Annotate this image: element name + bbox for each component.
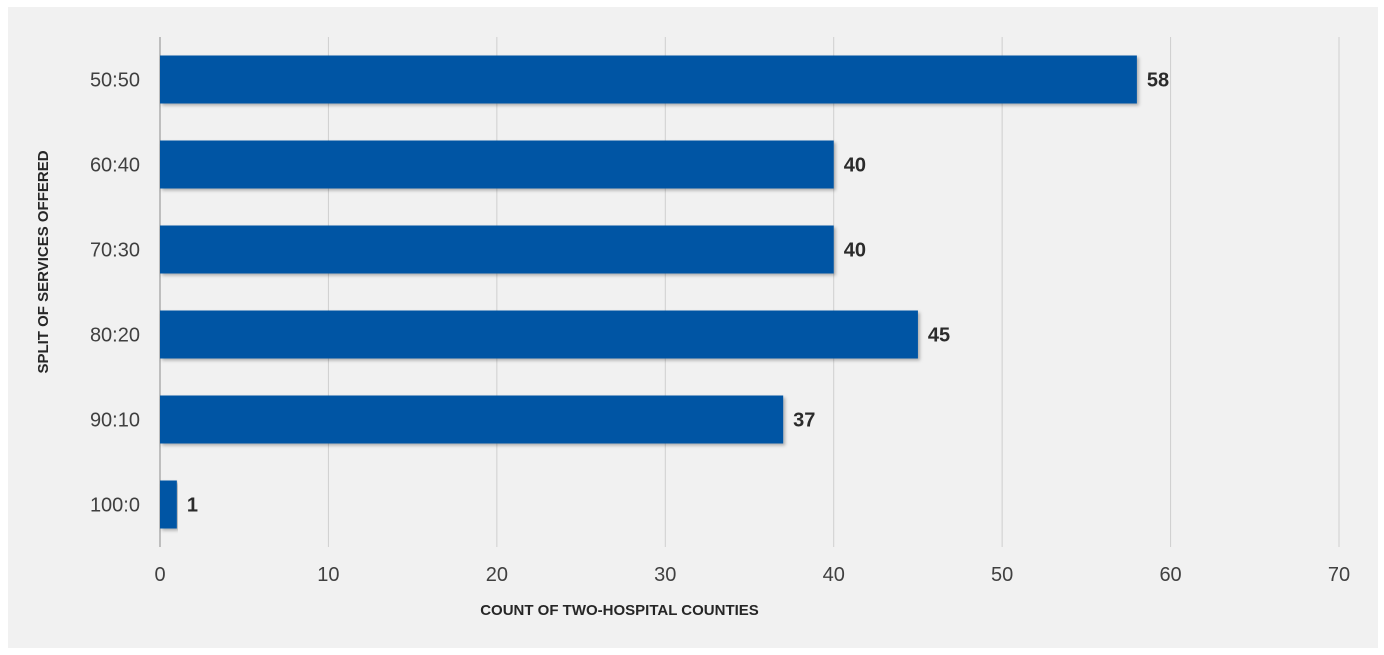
data-label: 58: [1147, 70, 1169, 92]
y-tick-label: 80:20: [90, 325, 140, 347]
bar: [160, 395, 784, 444]
x-axis-title: COUNT OF TWO-HOSPITAL COUNTIES: [480, 602, 759, 619]
bar: [160, 140, 834, 189]
y-tick-label: 100:0: [90, 495, 140, 517]
labels: 0 10 20 30 40 50 60 70 50:50 58 60:40 40 70:30 40 80:2…: [90, 70, 1350, 587]
chart-panel: 0 10 20 30 40 50 60 70 50:50 58 60:40 40 70:30 40 80:2…: [8, 7, 1378, 648]
x-tick-label: 0: [154, 564, 165, 586]
gridlines: [159, 37, 1340, 547]
y-tick-label: 60:40: [90, 155, 140, 177]
bar: [160, 480, 177, 529]
data-label: 40: [844, 155, 866, 177]
y-tick-label: 90:10: [90, 410, 140, 432]
x-tick-label: 40: [823, 564, 845, 586]
y-axis-title: SPLIT OF SERVICES OFFERED: [35, 150, 52, 373]
data-label: 1: [187, 495, 198, 517]
x-tick-label: 50: [991, 564, 1013, 586]
x-tick-label: 70: [1328, 564, 1350, 586]
data-label: 40: [844, 240, 866, 262]
data-label: 37: [793, 410, 815, 432]
bar: [160, 310, 918, 359]
bar: [160, 55, 1137, 104]
x-tick-label: 30: [654, 564, 676, 586]
x-tick-label: 10: [317, 564, 339, 586]
x-tick-label: 60: [1159, 564, 1181, 586]
bar-chart: 0 10 20 30 40 50 60 70 50:50 58 60:40 40 70:30 40 80:2…: [35, 37, 1350, 619]
y-tick-label: 70:30: [90, 240, 140, 262]
x-tick-label: 20: [486, 564, 508, 586]
bar: [160, 225, 834, 274]
bars: [160, 55, 1137, 529]
data-label: 45: [928, 325, 950, 347]
y-tick-label: 50:50: [90, 70, 140, 92]
